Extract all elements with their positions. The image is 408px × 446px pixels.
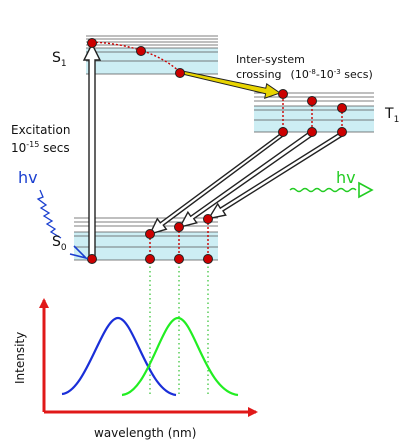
dot-s1-low [175, 68, 185, 78]
dot-t1-3-top [337, 103, 347, 113]
excitation-label: Excitation [11, 123, 70, 137]
excitation-arrow [82, 42, 102, 259]
dot-s0-1-bottom [145, 254, 155, 264]
intensity-label: Intensity [13, 332, 27, 384]
dot-s1-mid [136, 46, 146, 56]
dot-t1-3-bottom [337, 127, 347, 137]
emission-curve [121, 316, 239, 397]
wavelength-label: wavelength (nm) [94, 426, 196, 440]
s1-level [86, 35, 218, 75]
dot-s0-3-top [203, 214, 213, 224]
dot-s0-1-top [145, 229, 155, 239]
t1-label: T1 [384, 106, 399, 125]
hv-in-label: hv [18, 168, 38, 187]
hv-out-label: hv [336, 168, 356, 187]
isc-label-line2: crossing (10-8-10-3 secs) [236, 68, 373, 81]
isc-label-line1: Inter-system [236, 53, 305, 66]
absorption-curve [61, 316, 177, 397]
energy-dots [87, 38, 347, 264]
dot-s0-2-bottom [174, 254, 184, 264]
dot-t1-2-bottom [307, 127, 317, 137]
dot-s0-2-top [174, 222, 184, 232]
emission-drop-lines [149, 262, 209, 395]
isc-arrow [179, 69, 282, 99]
spectrum-axes [39, 298, 258, 417]
dot-s0-ground [87, 254, 97, 264]
s1-label: S1 [52, 50, 67, 69]
s0-label: S0 [52, 234, 67, 253]
emitted-light-arrow [289, 181, 374, 199]
dot-s1-high [87, 38, 97, 48]
dot-s0-3-bottom [203, 254, 213, 264]
excitation-time-label: 10-15 secs [11, 140, 70, 155]
phosphorescence-arrows [148, 130, 344, 236]
dot-t1-2-top [307, 96, 317, 106]
dot-t1-1-top [278, 89, 288, 99]
incoming-light-arrow [36, 189, 89, 260]
dot-t1-1-bottom [278, 127, 288, 137]
